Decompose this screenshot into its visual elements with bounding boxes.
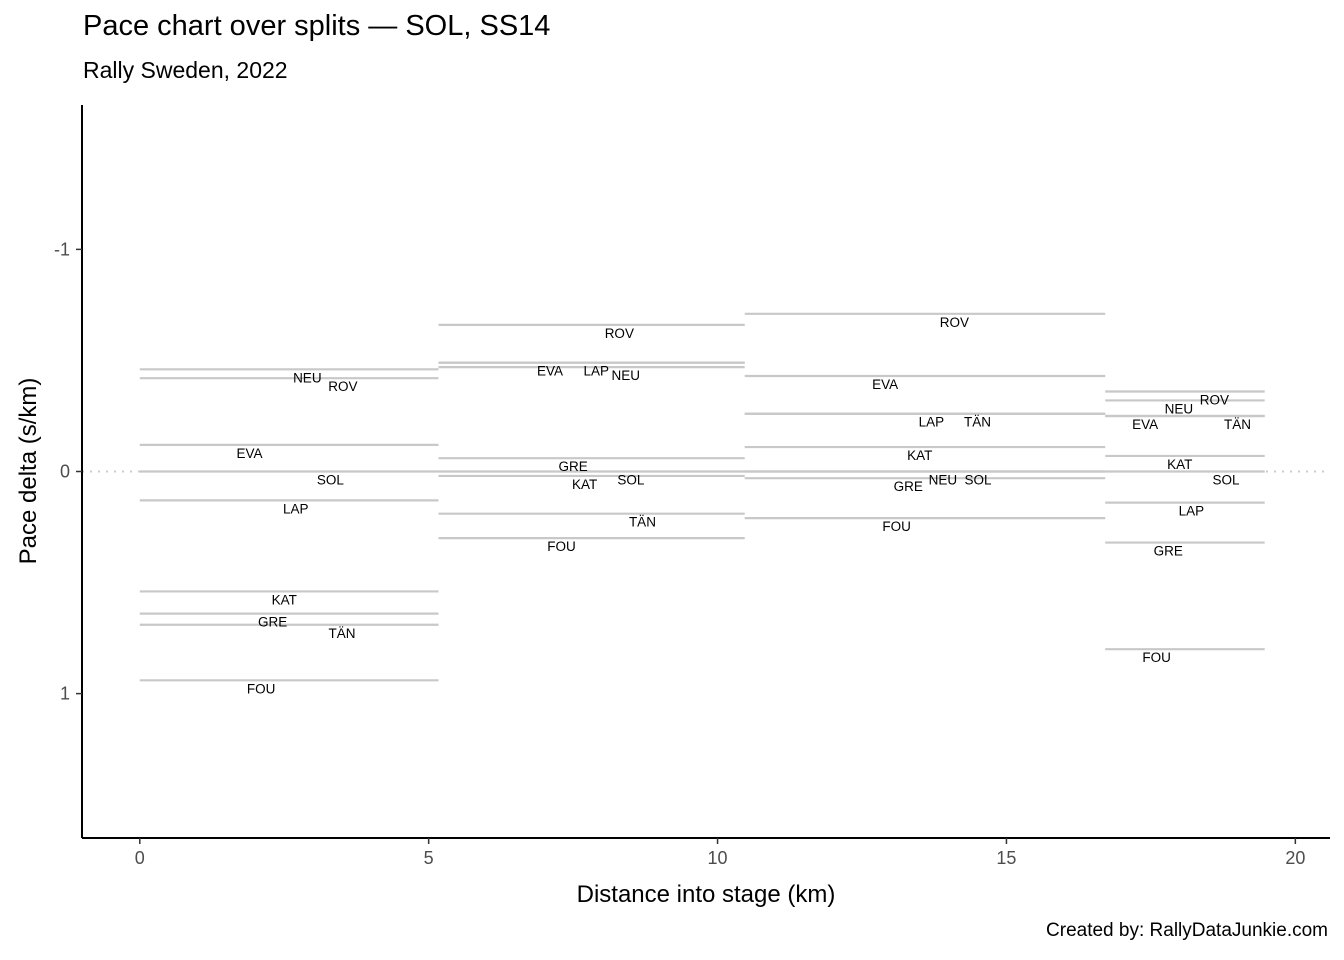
- x-tick-label: 10: [708, 848, 728, 868]
- driver-label: TÄN: [1224, 417, 1251, 432]
- driver-label: FOU: [1142, 650, 1171, 665]
- driver-label: ROV: [940, 315, 969, 330]
- driver-label: LAP: [919, 415, 945, 430]
- x-tick-label: 0: [135, 848, 145, 868]
- driver-label: EVA: [237, 446, 263, 461]
- x-axis-label: Distance into stage (km): [577, 881, 836, 908]
- chart-caption: Created by: RallyDataJunkie.com: [1046, 920, 1328, 941]
- driver-label: TÄN: [629, 515, 656, 530]
- y-tick-label: -1: [54, 239, 70, 259]
- driver-label: SOL: [317, 473, 345, 488]
- driver-label: GRE: [894, 479, 923, 494]
- driver-label: ROV: [1200, 393, 1229, 408]
- driver-label: KAT: [907, 448, 932, 463]
- driver-label: NEU: [1165, 401, 1194, 416]
- driver-label: LAP: [1179, 504, 1205, 519]
- driver-label: GRE: [1154, 544, 1183, 559]
- x-tick-label: 15: [996, 848, 1016, 868]
- driver-label: SOL: [964, 473, 992, 488]
- driver-label: NEU: [293, 370, 322, 385]
- x-tick-label: 5: [424, 848, 434, 868]
- y-tick-label: 0: [60, 462, 70, 482]
- driver-label: LAP: [583, 364, 609, 379]
- driver-label: ROV: [605, 326, 634, 341]
- y-tick-label: 1: [60, 684, 70, 704]
- driver-label: SOL: [617, 473, 645, 488]
- driver-label: GRE: [258, 615, 287, 630]
- driver-label: TÄN: [329, 626, 356, 641]
- driver-label: FOU: [247, 681, 276, 696]
- driver-label: FOU: [882, 519, 911, 534]
- chart-title: Pace chart over splits — SOL, SS14: [83, 10, 551, 42]
- driver-label: LAP: [283, 501, 309, 516]
- driver-label: ROV: [328, 379, 357, 394]
- driver-label: NEU: [612, 368, 641, 383]
- driver-label: KAT: [272, 592, 297, 607]
- driver-label: EVA: [872, 377, 898, 392]
- driver-label: TÄN: [964, 415, 991, 430]
- driver-label: GRE: [558, 459, 587, 474]
- driver-label: NEU: [929, 473, 958, 488]
- driver-label: KAT: [1167, 457, 1192, 472]
- driver-label: FOU: [547, 539, 576, 554]
- driver-label: EVA: [1132, 417, 1158, 432]
- driver-label: EVA: [537, 364, 563, 379]
- y-axis-label: Pace delta (s/km): [15, 378, 42, 565]
- x-tick-label: 20: [1285, 848, 1305, 868]
- chart-axes: 0 5 10 15 20 -1 0 1: [54, 105, 1330, 868]
- driver-label: KAT: [572, 477, 597, 492]
- chart-subtitle: Rally Sweden, 2022: [83, 57, 288, 83]
- driver-label: SOL: [1212, 473, 1240, 488]
